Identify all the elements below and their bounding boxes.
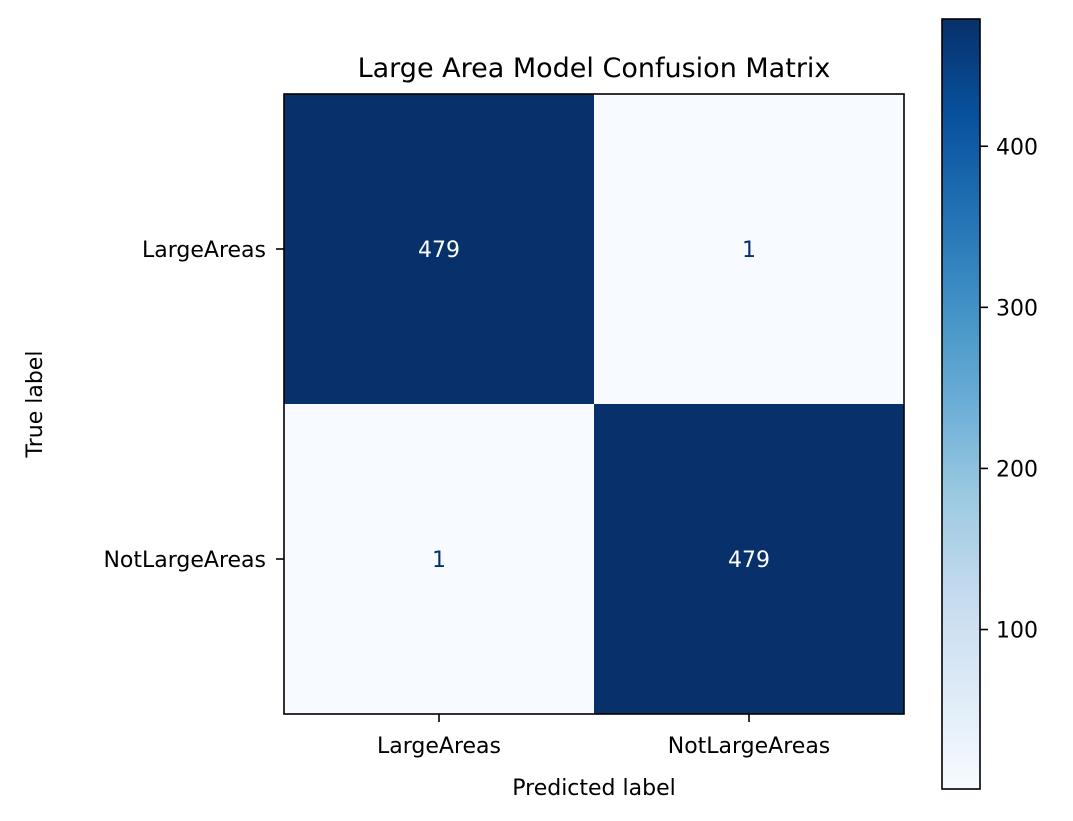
cell-value-label: 1 [742, 238, 756, 263]
colorbar-tick-label: 100 [996, 619, 1038, 644]
colorbar-tick-label: 400 [996, 135, 1038, 160]
colorbar-tick-label: 200 [996, 457, 1038, 482]
matrix-cell-labels: 479 1 1 479 [418, 238, 770, 573]
cell-value-label: 479 [418, 238, 460, 263]
matrix-cell [284, 94, 594, 404]
x-tick-label: LargeAreas [377, 734, 501, 759]
chart-title: Large Area Model Confusion Matrix [358, 53, 831, 84]
matrix-cells [284, 94, 904, 714]
y-axis-ticks: LargeAreas NotLargeAreas [103, 238, 284, 573]
matrix-cell [594, 404, 904, 714]
matrix-cell [594, 94, 904, 404]
colorbar [941, 18, 981, 790]
y-axis-label: True label [23, 351, 48, 459]
colorbar-ticks: 100 200 300 400 [980, 135, 1038, 644]
cell-value-label: 1 [432, 548, 446, 573]
x-axis-label: Predicted label [512, 776, 675, 801]
matrix-cell [284, 404, 594, 714]
colorbar-tick-label: 300 [996, 296, 1038, 321]
cell-value-label: 479 [728, 548, 770, 573]
plot-frame [283, 93, 905, 715]
x-tick-label: NotLargeAreas [668, 734, 831, 759]
y-tick-label: LargeAreas [142, 238, 266, 263]
y-tick-label: NotLargeAreas [103, 548, 266, 573]
x-axis-ticks: LargeAreas NotLargeAreas [377, 714, 830, 759]
